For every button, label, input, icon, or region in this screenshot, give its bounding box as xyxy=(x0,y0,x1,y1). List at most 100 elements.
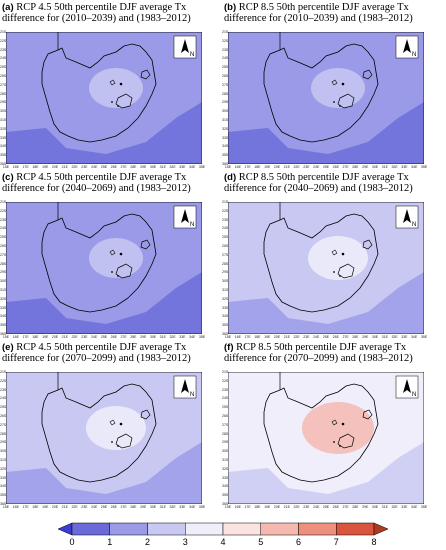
north-arrow: N xyxy=(173,35,197,59)
lon-tick: 19E xyxy=(264,505,271,509)
lat-tick: 29S xyxy=(222,440,229,445)
lat-tick: 27S xyxy=(222,252,229,257)
map-d: N xyxy=(228,202,424,334)
warming-hotspot xyxy=(311,68,365,108)
north-arrow-icon xyxy=(403,379,411,393)
lon-tick: 29E xyxy=(140,505,147,509)
lat-tick: 27S xyxy=(0,82,7,87)
lon-tick: 29E xyxy=(362,165,369,169)
lon-tick: 25E xyxy=(100,505,108,509)
lat-tick: 36S xyxy=(0,162,7,166)
lon-tick: 34E xyxy=(411,505,418,509)
lon-tick: 30E xyxy=(149,505,157,509)
lat-tick: 32S xyxy=(222,126,229,131)
lon-tick: 17E xyxy=(22,165,29,169)
lat-tick: 24S xyxy=(0,226,7,231)
warming-hotspot xyxy=(89,238,143,278)
lat-tick: 28S xyxy=(0,431,7,436)
lat-tick: 27S xyxy=(222,82,229,87)
lon-tick: 22E xyxy=(71,335,78,339)
panel-title-line2: difference for (2070–2099) and (1983–201… xyxy=(224,353,413,364)
panel-title-line1: RCP 8.5 50th percentile DJF average Tx xyxy=(238,172,409,183)
panel-e: (e) RCP 4.5 50th percentile DJF average … xyxy=(0,342,218,518)
lon-tick: 27E xyxy=(342,165,349,169)
lon-tick: 27E xyxy=(342,505,349,509)
city-marker xyxy=(341,422,345,426)
lon-tick: 35E xyxy=(198,505,206,509)
lat-tick: 29S xyxy=(0,440,7,445)
country-border-south-africa xyxy=(41,383,157,483)
country-border-lesotho xyxy=(337,433,355,449)
lon-tick: 28E xyxy=(130,335,137,339)
north-arrow-label: N xyxy=(412,222,416,228)
lat-tick: 33S xyxy=(0,475,7,480)
north-arrow-icon xyxy=(403,209,411,223)
lon-axis-d: 15E 16E 17E 18E 19E 20E 21E 22E 23E 24E 25E 26E 27E 2… xyxy=(225,334,427,342)
lat-tick: 33S xyxy=(222,305,229,310)
lat-tick: 26S xyxy=(0,74,7,78)
panel-c: (c) RCP 4.5 50th percentile DJF average … xyxy=(0,172,218,348)
lon-tick: 17E xyxy=(22,505,29,509)
lon-tick: 32E xyxy=(169,505,176,509)
lat-tick: 25S xyxy=(0,405,7,410)
lon-tick: 31E xyxy=(159,165,166,169)
lat-tick: 28S xyxy=(222,91,229,96)
panel-title-line2: difference for (2040–2069) and (1983–201… xyxy=(2,183,191,194)
lon-tick: 32E xyxy=(169,335,176,339)
lon-axis-a: 15E 16E 17E 18E 19E 20E 21E 22E 23E 24E 25E 26E 27E 2… xyxy=(2,164,206,172)
lon-tick: 35E xyxy=(198,165,206,169)
lon-tick: 26E xyxy=(332,505,339,509)
lat-tick: 27S xyxy=(0,422,7,427)
lat-tick: 23S xyxy=(0,217,7,222)
ocean-region xyxy=(228,272,424,334)
panel-title: (c) RCP 4.5 50th percentile DJF average … xyxy=(2,172,218,202)
lat-tick: 31S xyxy=(222,458,229,462)
lon-tick: 30E xyxy=(371,335,379,339)
lon-tick: 15E xyxy=(2,335,10,339)
lon-tick: 35E xyxy=(420,505,428,509)
lon-tick: 31E xyxy=(159,335,166,339)
lon-tick: 32E xyxy=(391,165,398,169)
lon-tick: 35E xyxy=(198,335,206,339)
lon-tick: 29E xyxy=(140,335,147,339)
warming-hotspot xyxy=(302,402,374,454)
lon-tick: 22E xyxy=(293,165,300,169)
lon-tick: 15E xyxy=(2,165,10,169)
lat-tick: 22S xyxy=(0,38,7,43)
north-arrow: N xyxy=(395,205,419,229)
panel-title-line1: RCP 8.5 50th percentile DJF average Tx xyxy=(238,2,409,13)
lon-tick: 18E xyxy=(32,505,39,509)
country-border-eswatini xyxy=(140,409,151,420)
lon-tick: 22E xyxy=(293,335,300,339)
colorbar-bar xyxy=(57,522,389,536)
lat-tick: 29S xyxy=(222,100,229,105)
lake-marker xyxy=(109,419,116,426)
lat-tick: 28S xyxy=(222,261,229,266)
city-marker-3 xyxy=(339,105,341,107)
country-border-lesotho xyxy=(337,93,355,109)
lon-tick: 33E xyxy=(401,335,408,339)
colorbar-label: 3 xyxy=(182,537,188,547)
panel-title: (b) RCP 8.5 50th percentile DJF average … xyxy=(224,2,440,32)
lon-tick: 26E xyxy=(110,165,117,169)
panel-label: (a) xyxy=(2,2,14,13)
lon-tick: 25E xyxy=(100,335,108,339)
lat-tick: 25S xyxy=(222,65,229,70)
lon-tick: 15E xyxy=(224,165,232,169)
lon-tick: 24E xyxy=(313,165,320,169)
lon-tick: 33E xyxy=(179,335,186,339)
north-arrow-label: N xyxy=(190,222,194,228)
lon-tick: 20E xyxy=(51,335,59,339)
lat-tick: 22S xyxy=(222,208,229,213)
lat-tick: 23S xyxy=(222,217,229,222)
country-border-lesotho xyxy=(337,263,355,279)
lon-tick: 23E xyxy=(81,165,88,169)
colorbar-segment xyxy=(109,522,148,536)
panel-label: (f) xyxy=(224,342,234,353)
colorbar-label: 4 xyxy=(220,537,226,547)
lon-tick: 25E xyxy=(100,165,108,169)
ocean-region xyxy=(6,272,202,334)
colorbar-label: 5 xyxy=(258,537,264,547)
panel-title-line2: difference for (2040–2069) and (1983–201… xyxy=(224,183,413,194)
lat-tick: 26S xyxy=(0,414,7,418)
